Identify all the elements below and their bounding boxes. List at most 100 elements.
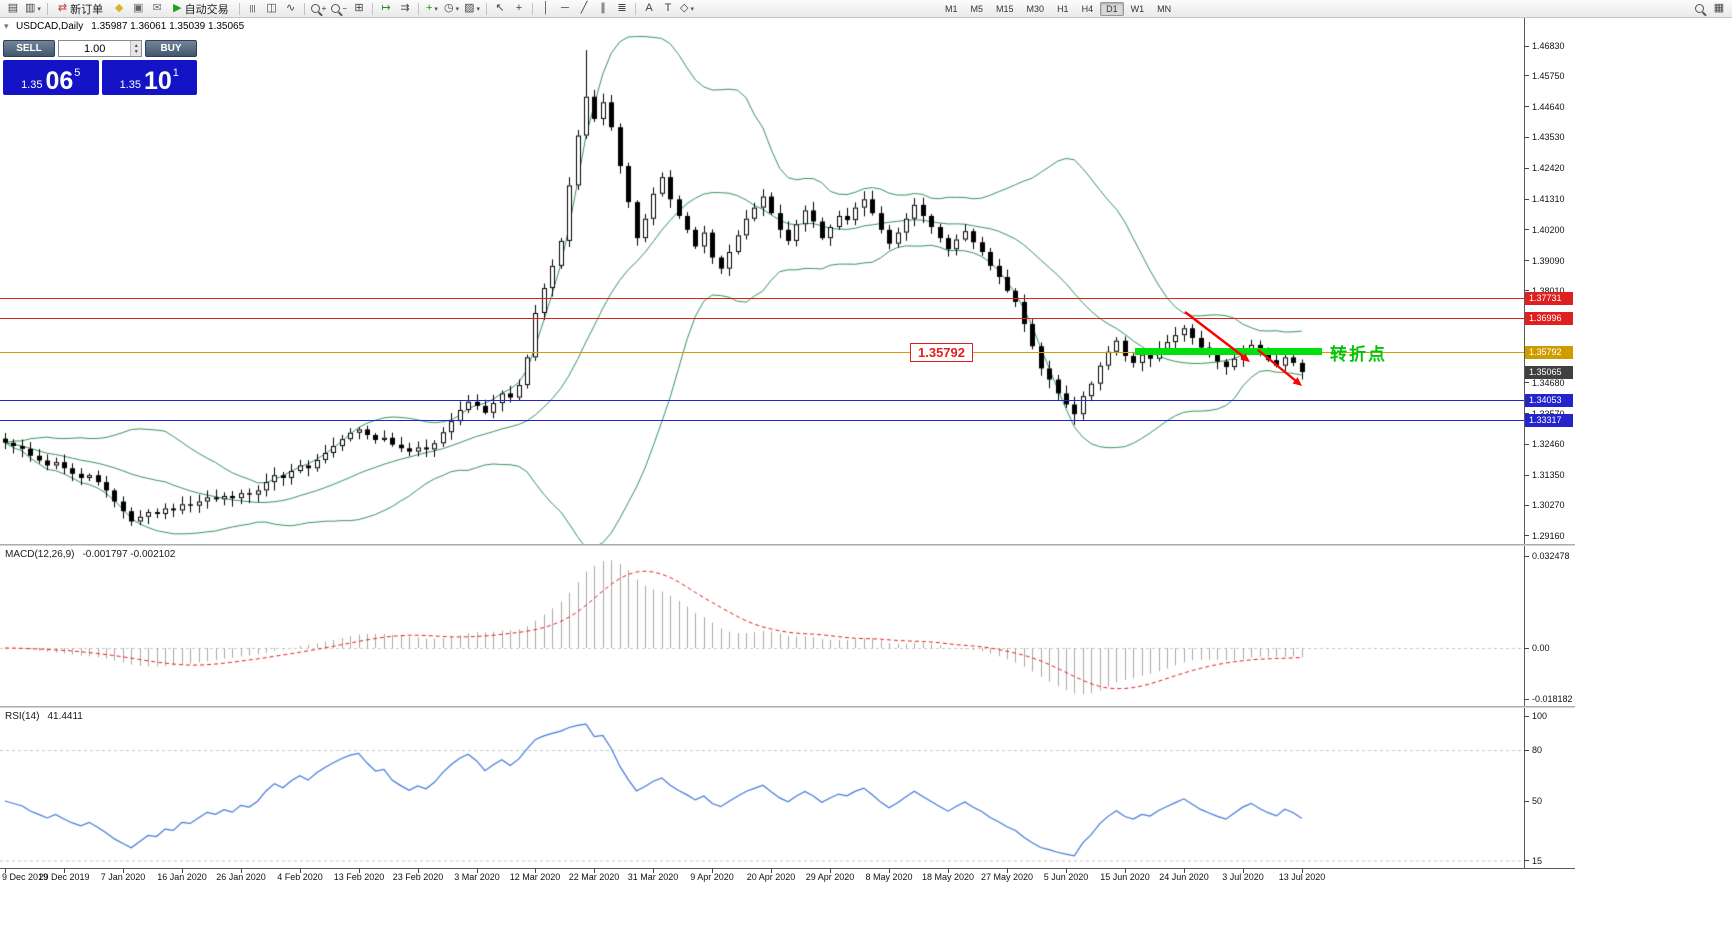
new-chart-icon[interactable]: ▤	[4, 1, 22, 16]
sell-price-display[interactable]: 1.35 06 5	[3, 60, 99, 95]
search-icon[interactable]	[1690, 1, 1708, 16]
zoom-in-icon[interactable]: +	[309, 1, 329, 16]
tick-mark	[1524, 167, 1529, 169]
spinner-down-icon[interactable]: ▼	[133, 48, 139, 55]
tick-mark	[477, 869, 478, 873]
time-scale-label: 18 May 2020	[921, 872, 975, 882]
new-order-button-label: 新订单	[70, 3, 104, 16]
trend-arrow-1[interactable]	[1184, 311, 1250, 362]
turning-point-label[interactable]: 转折点	[1330, 345, 1387, 364]
tick-mark	[1524, 229, 1529, 231]
new-order-button[interactable]: ⇄ 新订单	[52, 1, 109, 16]
timeframe-w1[interactable]: W1	[1130, 3, 1145, 14]
cursor-icon[interactable]: ↖	[491, 1, 509, 16]
timeframe-toolbar: M1 M5 M15 M30 H1 H4 D1 W1 MN	[939, 1, 1177, 16]
tick-mark	[182, 869, 183, 873]
horizontal-line-icon[interactable]: ─	[556, 1, 574, 16]
tick-mark	[1524, 260, 1529, 262]
turning-point-highlight[interactable]	[1135, 348, 1322, 355]
tile-windows-icon[interactable]: ⊞	[350, 1, 368, 16]
vertical-line-icon[interactable]: │	[537, 1, 555, 16]
price-level-line[interactable]	[0, 399, 1524, 401]
price-level-line[interactable]	[0, 351, 1524, 353]
indicators-icon[interactable]: + ▾	[423, 1, 441, 16]
sell-price-sup: 5	[74, 67, 81, 79]
timeframe-m1[interactable]: M1	[945, 3, 958, 14]
templates-icon[interactable]: ▨ ▾	[462, 1, 482, 16]
tile-windows-icon-glyph: ⊞	[354, 2, 364, 14]
fibonacci-icon[interactable]: ≣	[613, 1, 631, 16]
buy-price-sup: 1	[172, 67, 179, 79]
main-toolbar: ▤ ▥ ▾ ⇄ 新订单 ◆ ▣ ✉ ▶ 自动交易 ||| ◫ ∿ + − ⊞ ↦ ⇉ + ▾ ◷ ▾ ▨ ▾ ↖ + │ ─ ╱ ∥ ≣ A T…	[0, 0, 1732, 18]
text-label-icon[interactable]: T	[659, 1, 677, 16]
buy-price-big: 10	[143, 67, 172, 95]
trend-arrow-2[interactable]	[1257, 349, 1302, 386]
price-scale-tick-label: 1.32460	[1532, 439, 1565, 450]
sell-button[interactable]: SELL	[3, 40, 55, 57]
timeframe-d1[interactable]: D1	[1100, 1, 1124, 16]
volume-field: ▲▼	[58, 40, 142, 57]
time-scale-label: 3 Jul 2020	[1222, 872, 1264, 882]
toolbar-right-group: ▦	[1690, 1, 1728, 16]
mailbox-icon[interactable]: ✉	[148, 1, 166, 16]
timeframe-m5[interactable]: M5	[970, 3, 984, 14]
tick-mark	[241, 869, 242, 873]
text-icon[interactable]: A	[640, 1, 658, 16]
pane-separator[interactable]	[0, 544, 1575, 546]
volume-spinner[interactable]: ▲ ▼	[130, 41, 141, 56]
equidistant-channel-icon[interactable]: ∥	[594, 1, 612, 16]
terminal-icon[interactable]: ▣	[129, 1, 147, 16]
bar-chart-icon[interactable]: |||	[244, 1, 262, 16]
toolbar-separator	[486, 2, 487, 15]
price-level-line[interactable]	[0, 297, 1524, 299]
arrows-objects-icon[interactable]: ◇ ▾	[678, 1, 696, 16]
tick-mark	[1524, 290, 1529, 292]
periods-icon-glyph: ◷	[443, 2, 454, 14]
chart-shift-icon[interactable]: ⇉	[396, 1, 414, 16]
timeframe-m30[interactable]: M30	[1026, 3, 1045, 14]
tick-mark	[418, 869, 419, 873]
time-scale-label: 9 Dec 2019	[2, 872, 49, 882]
buy-price-display[interactable]: 1.35 10 1	[101, 60, 197, 95]
data-window-icon-glyph: ▦	[1713, 2, 1725, 14]
time-scale-label: 29 Apr 2020	[805, 872, 855, 882]
spinner-up-icon[interactable]: ▲	[133, 42, 139, 49]
chart-shift-icon-glyph: ⇉	[400, 2, 410, 14]
auto-scroll-icon[interactable]: ↦	[377, 1, 395, 16]
volume-input[interactable]	[59, 41, 131, 56]
tick-mark	[1007, 869, 1008, 873]
periods-icon[interactable]: ◷ ▾	[442, 1, 461, 16]
price-axis-border	[1524, 18, 1525, 869]
price-level-line[interactable]	[0, 318, 1524, 320]
pane-separator[interactable]	[0, 706, 1575, 708]
timeframe-mn[interactable]: MN	[1157, 3, 1172, 14]
sell-price-prefix: 1.35	[21, 79, 43, 91]
metaeditor-icon[interactable]: ◆	[110, 1, 128, 16]
time-scale-label: 13 Jul 2020	[1278, 872, 1326, 882]
data-window-icon[interactable]: ▦	[1710, 1, 1728, 16]
candlestick-chart-icon[interactable]: ◫	[263, 1, 281, 16]
trend-arrows-overlay[interactable]	[1170, 300, 1320, 400]
crosshair-icon[interactable]: +	[510, 1, 528, 16]
profiles-icon[interactable]: ▥ ▾	[23, 1, 43, 16]
line-chart-icon[interactable]: ∿	[282, 1, 300, 16]
macd-scale-tick-label: -0.018182	[1532, 694, 1573, 705]
auto-scroll-icon-glyph: ↦	[381, 2, 391, 14]
timeframe-m15[interactable]: M15	[996, 3, 1014, 14]
zoom-out-icon[interactable]: −	[329, 1, 349, 16]
tick-mark	[1524, 198, 1529, 200]
autotrading-button[interactable]: ▶ 自动交易	[167, 1, 234, 16]
time-scale-label: 22 Mar 2020	[568, 872, 620, 882]
timeframe-h1[interactable]: H1	[1057, 3, 1069, 14]
rsi-scale-tick-label: 80	[1532, 745, 1543, 755]
timeframe-h4[interactable]: H4	[1081, 3, 1094, 14]
trendline-icon[interactable]: ╱	[575, 1, 593, 16]
tick-mark	[1524, 860, 1529, 861]
price-callout[interactable]: 1.35792	[910, 343, 973, 362]
tick-mark	[1184, 869, 1185, 873]
price-level-line[interactable]	[0, 420, 1524, 422]
one-click-toggle-icon[interactable]: ▾	[4, 21, 9, 31]
tick-mark	[1524, 382, 1529, 384]
buy-button[interactable]: BUY	[145, 40, 197, 57]
